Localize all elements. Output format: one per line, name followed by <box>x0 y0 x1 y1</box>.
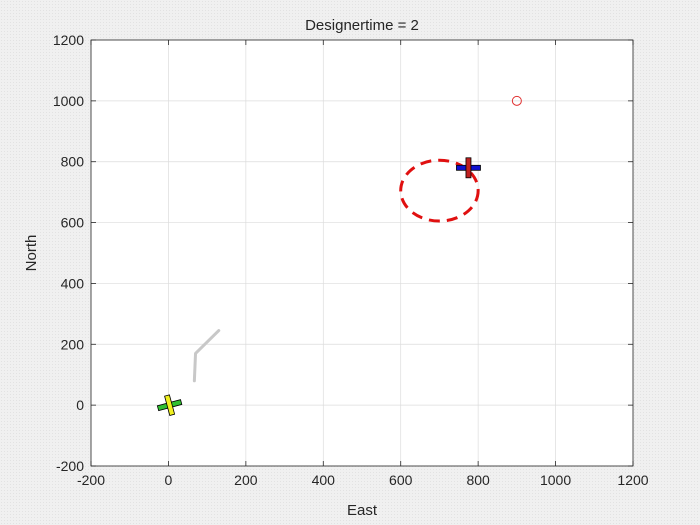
y-tick-label: 1200 <box>53 32 84 48</box>
y-tick-label: 800 <box>61 154 85 170</box>
x-tick-label: 800 <box>466 472 490 488</box>
y-tick-label: 1000 <box>53 93 84 109</box>
y-axis-label: North <box>23 235 40 272</box>
aircraft-blue-red-body <box>465 157 472 179</box>
x-tick-label: 600 <box>389 472 413 488</box>
trail-line <box>192 329 221 383</box>
x-tick-label: 200 <box>234 472 258 488</box>
x-axis-label: East <box>347 502 378 519</box>
plot-area <box>91 40 633 466</box>
y-tick-label: 400 <box>61 275 85 291</box>
target-marker <box>511 95 522 106</box>
chart-title: Designertime = 2 <box>305 17 419 34</box>
aircraft-blue-red <box>456 157 481 179</box>
aircraft-green-yellow <box>156 394 183 416</box>
y-tick-label: -200 <box>56 458 84 474</box>
x-tick-label: -200 <box>77 472 105 488</box>
plot-marks <box>156 95 522 416</box>
y-tick-label: 0 <box>76 397 84 413</box>
uncertainty-ellipse <box>399 158 480 223</box>
x-tick-label: 1000 <box>540 472 571 488</box>
y-tick-label: 200 <box>61 336 85 352</box>
x-tick-label: 1200 <box>617 472 648 488</box>
y-tick-label: 600 <box>61 215 85 231</box>
x-tick-label: 0 <box>165 472 173 488</box>
plot-frame <box>90 39 634 467</box>
aircraft-green-yellow-body <box>164 394 176 416</box>
axis-ticks: -200 0 200 400 600 800 1000 1200 -200 0 200 400 600 8… <box>53 32 649 488</box>
x-tick-label: 400 <box>312 472 336 488</box>
